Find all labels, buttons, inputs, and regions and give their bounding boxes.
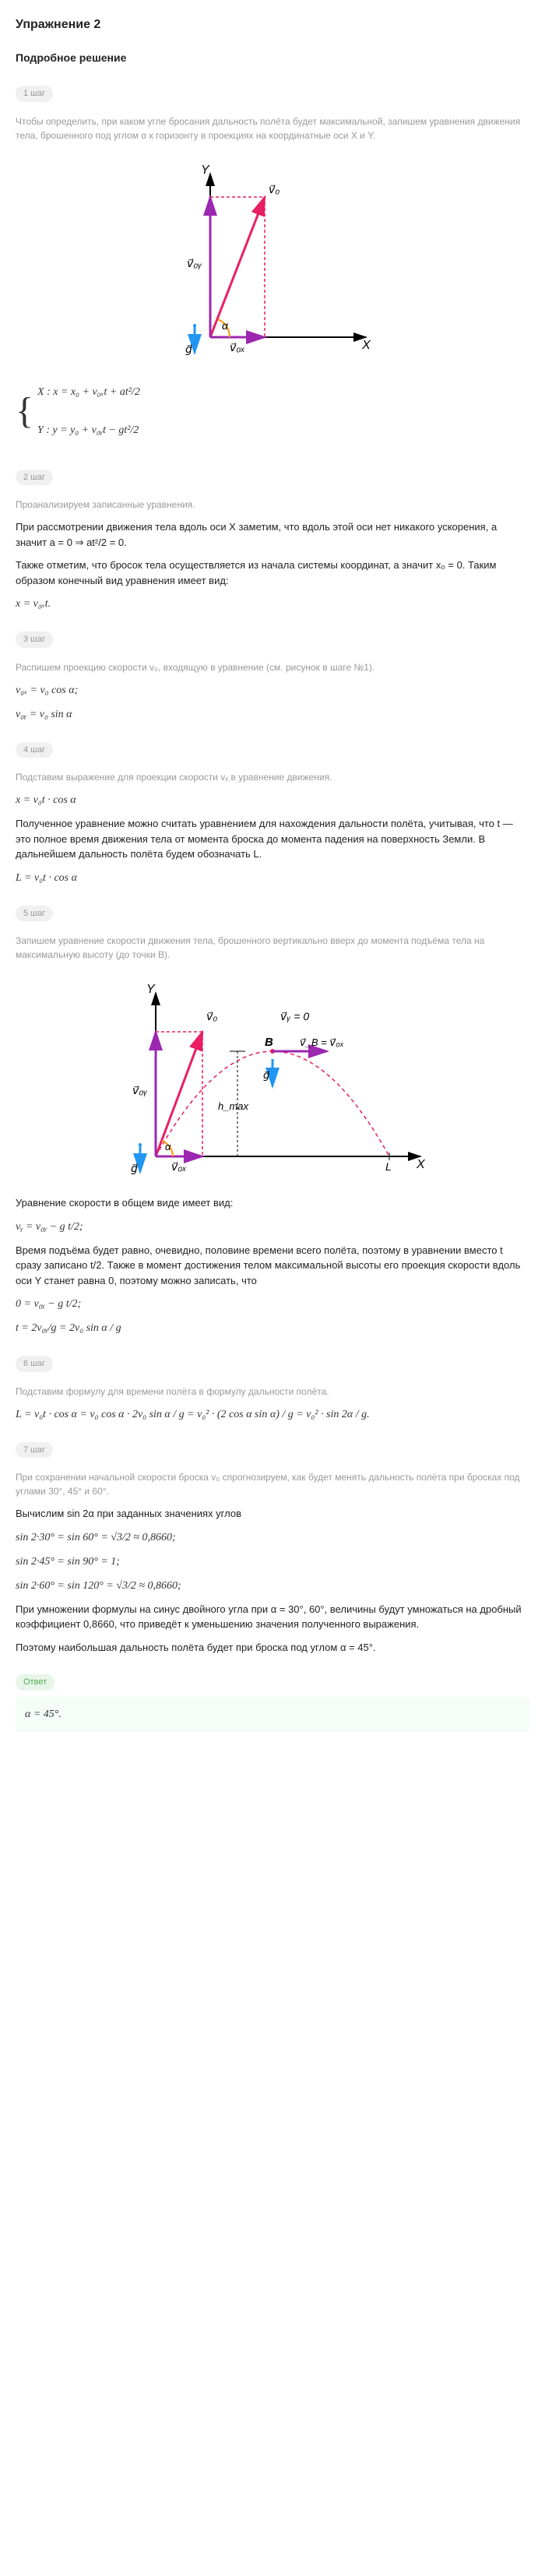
- label-v0x: v⃗₀ₓ: [230, 341, 245, 354]
- step-1-badge: 1 шаг: [16, 86, 53, 102]
- label-X: X: [361, 339, 371, 352]
- label-g: g⃗: [185, 343, 192, 355]
- formula-5: L = v₀t · cos α: [16, 870, 529, 886]
- answer-value: α = 45°.: [16, 1697, 529, 1732]
- paragraph-3: Полученное уравнение можно считать уравн…: [16, 816, 529, 862]
- page-title: Упражнение 2: [16, 16, 529, 34]
- step-3-text: Распишем проекцию скорости v₀, входящую …: [16, 660, 529, 674]
- formula-1a: X : x = x₀ + v₀ₓt + at²/2: [37, 384, 140, 400]
- paragraph-6: Вычислим sin 2α при заданных значениях у…: [16, 1506, 529, 1522]
- label-Y: Y: [201, 164, 210, 177]
- equation-system-1: { X : x = x₀ + v₀ₓt + at²/2 Y : y = y₀ +…: [16, 376, 529, 446]
- d2-label-v0: v⃗₀: [206, 1010, 217, 1022]
- d2-label-vy0: v⃗ᵧ = 0: [280, 1010, 309, 1022]
- step-4-text: Подставим выражение для проекции скорост…: [16, 770, 529, 784]
- d2-label-g1: g⃗: [131, 1162, 138, 1174]
- formula-4: x = v₀t · cos α: [16, 792, 529, 808]
- paragraph-1: При рассмотрении движения тела вдоль оси…: [16, 519, 529, 550]
- step-4-badge: 4 шаг: [16, 742, 53, 758]
- step-2-text: Проанализируем записанные уравнения.: [16, 498, 529, 512]
- step-3-badge: 3 шаг: [16, 632, 53, 648]
- d2-label-Y: Y: [146, 983, 156, 996]
- step-5-text: Запишем уравнение скорости движения тела…: [16, 934, 529, 962]
- d2-label-vB: v⃗_B = v⃗₀ₓ: [300, 1036, 344, 1048]
- d2-label-v0x: v⃗₀ₓ: [171, 1160, 187, 1173]
- label-v0: v⃗₀: [269, 183, 280, 195]
- step-6-badge: 6 шаг: [16, 1356, 53, 1372]
- step-7-badge: 7 шаг: [16, 1442, 53, 1459]
- paragraph-5: Время подъёма будет равно, очевидно, пол…: [16, 1243, 529, 1289]
- formula-7a: 0 = v₀ᵧ − g t/2;: [16, 1296, 529, 1312]
- diagram-1: Y X v⃗₀ v⃗₀ᵧ v⃗₀ₓ α g⃗: [164, 158, 382, 361]
- d2-label-L: L: [385, 1160, 392, 1173]
- step-7-text: При сохранении начальной скорости броска…: [16, 1470, 529, 1498]
- label-alpha: α: [222, 319, 229, 332]
- step-6-text: Подставим формулу для времени полёта в ф…: [16, 1385, 529, 1399]
- d2-label-alpha: α: [165, 1141, 171, 1153]
- formula-9c: sin 2·60° = sin 120° = √3/2 ≈ 0,8660;: [16, 1578, 529, 1594]
- formula-9a: sin 2·30° = sin 60° = √3/2 ≈ 0,8660;: [16, 1529, 529, 1546]
- paragraph-4: Уравнение скорости в общем виде имеет ви…: [16, 1195, 529, 1211]
- paragraph-8: Поэтому наибольшая дальность полёта буде…: [16, 1640, 529, 1656]
- formula-9b: sin 2·45° = sin 90° = 1;: [16, 1554, 529, 1570]
- formula-6: vᵧ = v₀ᵧ − g t/2;: [16, 1219, 529, 1235]
- formula-1b: Y : y = y₀ + v₀ᵧt − gt²/2: [37, 422, 140, 438]
- step-1-text: Чтобы определить, при каком угле бросани…: [16, 114, 529, 143]
- formula-2: x = v₀ₓt.: [16, 596, 529, 612]
- answer-label: Ответ: [16, 1674, 54, 1691]
- diagram-2: Y X v⃗₀ v⃗₀ᵧ v⃗₀ₓ α g⃗ B v⃗ᵧ = 0 v⃗_B = …: [109, 977, 436, 1180]
- subtitle: Подробное решение: [16, 50, 529, 66]
- d2-label-X: X: [416, 1158, 426, 1171]
- label-v0y: v⃗₀ᵧ: [187, 257, 202, 269]
- step-2-badge: 2 шаг: [16, 470, 53, 486]
- formula-8: L = v₀t · cos α = v₀ cos α · 2v₀ sin α /…: [16, 1406, 529, 1423]
- paragraph-7: При умножении формулы на синус двойного …: [16, 1602, 529, 1632]
- formula-7b: t = 2v₀ᵧ/g = 2v₀ sin α / g: [16, 1320, 529, 1336]
- d2-label-B: B: [265, 1036, 273, 1049]
- step-5-badge: 5 шаг: [16, 906, 53, 922]
- d2-label-hmax: h_max: [218, 1100, 249, 1112]
- d2-label-v0y: v⃗₀ᵧ: [132, 1084, 147, 1096]
- d2-label-g2: g⃗: [263, 1069, 269, 1081]
- paragraph-2: Также отметим, что бросок тела осуществл…: [16, 558, 529, 588]
- formula-3b: v₀ᵧ = v₀ sin α: [16, 706, 529, 723]
- formula-3a: v₀ₓ = v₀ cos α;: [16, 682, 529, 699]
